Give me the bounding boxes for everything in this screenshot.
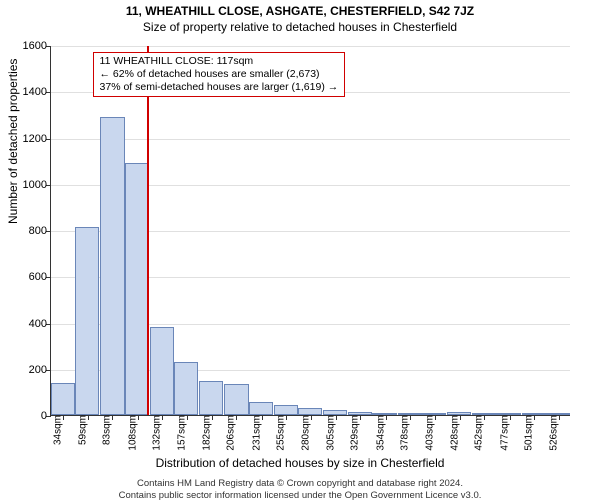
histogram-bar (249, 402, 273, 415)
x-tick-label: 280sqm (299, 415, 312, 451)
annotation-box: 11 WHEATHILL CLOSE: 117sqm← 62% of detac… (93, 52, 346, 97)
x-tick-label: 403sqm (423, 415, 436, 451)
x-tick-label: 255sqm (273, 415, 286, 451)
x-tick-label: 157sqm (175, 415, 188, 451)
x-axis-label: Distribution of detached houses by size … (0, 456, 600, 470)
histogram-bar (51, 383, 75, 415)
x-tick-label: 83sqm (100, 415, 113, 445)
annotation-line3: 37% of semi-detached houses are larger (… (100, 81, 339, 94)
y-tick-label: 0 (7, 410, 51, 422)
plot-area: 0200400600800100012001400160034sqm59sqm8… (50, 46, 570, 416)
x-tick-label: 378sqm (397, 415, 410, 451)
histogram-bar (199, 381, 223, 415)
page-title-line2: Size of property relative to detached ho… (0, 20, 600, 34)
y-tick-label: 1400 (7, 86, 51, 98)
x-tick-label: 501sqm (521, 415, 534, 451)
x-tick-label: 526sqm (547, 415, 560, 451)
y-tick-label: 1000 (7, 179, 51, 191)
histogram-bar (125, 163, 149, 415)
reference-line (147, 46, 149, 415)
x-tick-label: 428sqm (448, 415, 461, 451)
footer-attribution: Contains HM Land Registry data © Crown c… (0, 478, 600, 502)
x-tick-label: 132sqm (149, 415, 162, 451)
histogram-bar (150, 327, 174, 415)
histogram-bar (100, 117, 124, 415)
x-tick-label: 452sqm (472, 415, 485, 451)
x-tick-label: 34sqm (51, 415, 64, 445)
x-tick-label: 182sqm (200, 415, 213, 451)
y-tick-label: 1600 (7, 40, 51, 52)
y-tick-label: 1200 (7, 133, 51, 145)
y-tick-label: 400 (7, 318, 51, 330)
histogram-bar (224, 384, 248, 415)
x-tick-label: 305sqm (324, 415, 337, 451)
x-tick-label: 231sqm (249, 415, 262, 451)
histogram-bar (274, 405, 298, 415)
y-tick-label: 800 (7, 225, 51, 237)
page-title-line1: 11, WHEATHILL CLOSE, ASHGATE, CHESTERFIE… (0, 4, 600, 18)
histogram-chart: 0200400600800100012001400160034sqm59sqm8… (50, 46, 570, 416)
x-tick-label: 108sqm (125, 415, 138, 451)
footer-line1: Contains HM Land Registry data © Crown c… (0, 478, 600, 490)
x-tick-label: 477sqm (497, 415, 510, 451)
histogram-bar (75, 227, 99, 415)
histogram-bar (174, 362, 198, 415)
y-tick-label: 600 (7, 271, 51, 283)
annotation-line1: 11 WHEATHILL CLOSE: 117sqm (100, 55, 339, 68)
y-tick-label: 200 (7, 364, 51, 376)
footer-line2: Contains public sector information licen… (0, 490, 600, 502)
x-tick-label: 329sqm (348, 415, 361, 451)
annotation-line2: ← 62% of detached houses are smaller (2,… (100, 68, 339, 81)
gridline (51, 46, 570, 47)
x-tick-label: 206sqm (224, 415, 237, 451)
x-tick-label: 59sqm (76, 415, 89, 445)
gridline (51, 139, 570, 140)
x-tick-label: 354sqm (373, 415, 386, 451)
histogram-bar (298, 408, 322, 415)
